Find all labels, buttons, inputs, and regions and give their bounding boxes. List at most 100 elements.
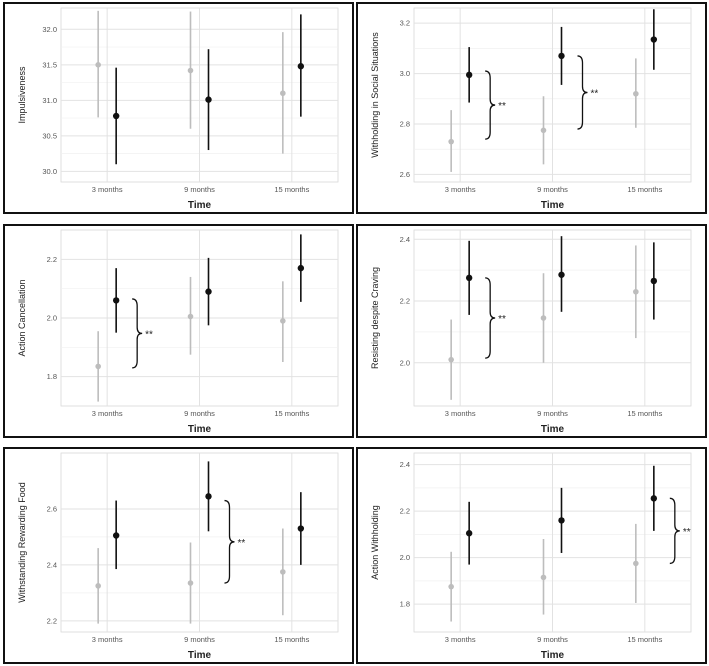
y-tick-label: 2.6 — [400, 170, 410, 179]
chart-svg: 1.8 2.0 2.2 2.4 3 months 9 months 15 months Tim… — [370, 452, 692, 661]
significance-label: ** — [145, 329, 153, 340]
significance-label: ** — [498, 314, 506, 325]
y-tick-label: 1.8 — [400, 600, 410, 609]
y-axis-title: Withholding in Social Situations — [370, 32, 380, 158]
data-point — [297, 525, 305, 532]
x-tick-label: 15 months — [274, 185, 309, 194]
y-axis-title: Action Withholding — [370, 505, 380, 580]
data-point — [558, 517, 565, 524]
x-tick-label: 9 months — [184, 635, 215, 644]
y-tick-label: 1.8 — [47, 372, 57, 381]
data-point — [112, 112, 120, 120]
data-point — [633, 560, 639, 567]
data-point — [205, 96, 212, 103]
x-tick-label: 9 months — [184, 185, 215, 194]
data-point — [187, 313, 194, 320]
significance-label: ** — [683, 527, 691, 538]
data-point — [633, 288, 639, 295]
data-point — [558, 52, 565, 60]
data-point — [297, 264, 305, 272]
x-axis-title: Time — [541, 650, 565, 661]
y-tick-label: 2.4 — [47, 560, 57, 569]
y-tick-label: 2.4 — [400, 460, 410, 469]
chart-panel-action-withholding: 1.8 2.0 2.2 2.4 3 months 9 months 15 months Tim… — [356, 447, 707, 664]
x-tick-label: 9 months — [537, 635, 568, 644]
chart-panel-withholding-social: 2.6 2.8 3.0 3.2 3 months 9 months 15 months Tim… — [356, 2, 707, 214]
significance-brace — [669, 497, 680, 565]
x-tick-label: 15 months — [274, 409, 309, 418]
data-point — [465, 274, 473, 282]
data-point — [540, 127, 547, 134]
data-point — [650, 277, 658, 285]
chart-svg: 30.0 30.5 31.0 31.5 32.0 3 months 9 months 15 m… — [17, 7, 339, 211]
x-tick-label: 3 months — [92, 185, 123, 194]
y-axis-title: Resisting despite Craving — [370, 267, 380, 369]
data-point — [280, 318, 286, 324]
y-tick-label: 2.6 — [47, 504, 57, 513]
data-point — [112, 297, 120, 304]
y-tick-label: 2.2 — [47, 616, 57, 625]
y-tick-label: 31.5 — [42, 60, 57, 69]
chart-svg: 1.8 2.0 2.2 3 months 9 months 15 months Time Ac… — [17, 229, 339, 435]
data-point — [448, 583, 454, 590]
x-tick-label: 15 months — [627, 635, 662, 644]
y-tick-label: 2.2 — [400, 297, 410, 306]
data-point — [633, 90, 639, 97]
data-point — [112, 532, 120, 539]
chart-panel-action-cancellation: 1.8 2.0 2.2 3 months 9 months 15 months Time Ac… — [3, 224, 354, 438]
data-point — [187, 580, 194, 586]
y-tick-label: 2.0 — [47, 314, 57, 323]
data-point — [95, 583, 101, 589]
y-tick-label: 2.0 — [400, 553, 410, 562]
x-tick-label: 15 months — [627, 409, 662, 418]
chart-svg: 2.0 2.2 2.4 3 months 9 months 15 months Time Re… — [370, 229, 692, 435]
data-point — [540, 315, 547, 321]
y-tick-label: 3.2 — [400, 19, 410, 28]
y-tick-label: 2.2 — [47, 255, 57, 264]
x-tick-label: 3 months — [445, 185, 476, 194]
chart-svg: 2.2 2.4 2.6 3 months 9 months 15 months Time Wi… — [17, 452, 339, 661]
chart-svg: 2.6 2.8 3.0 3.2 3 months 9 months 15 months Tim… — [370, 7, 692, 211]
y-tick-label: 2.2 — [400, 507, 410, 516]
y-tick-label: 3.0 — [400, 69, 410, 78]
data-point — [448, 138, 454, 145]
data-point — [280, 90, 286, 97]
y-tick-label: 2.4 — [400, 235, 410, 244]
y-tick-label: 32.0 — [42, 25, 57, 34]
data-point — [280, 569, 286, 575]
x-tick-label: 3 months — [445, 635, 476, 644]
x-tick-label: 3 months — [92, 409, 123, 418]
significance-label: ** — [238, 538, 246, 549]
x-axis-title: Time — [541, 200, 565, 211]
y-tick-label: 2.0 — [400, 358, 410, 367]
y-axis-title: Action Cancellation — [17, 279, 27, 356]
chart-panel-withstanding-food: 2.2 2.4 2.6 3 months 9 months 15 months Time Wi… — [3, 447, 354, 664]
data-point — [448, 356, 454, 363]
x-tick-label: 3 months — [445, 409, 476, 418]
data-point — [205, 288, 212, 295]
data-point — [465, 71, 473, 79]
y-axis-title: Withstanding Rewarding Food — [17, 482, 27, 603]
data-point — [95, 363, 101, 370]
y-tick-label: 31.0 — [42, 96, 57, 105]
data-point — [95, 62, 101, 68]
y-tick-label: 30.0 — [42, 167, 57, 176]
x-axis-title: Time — [541, 424, 565, 435]
data-point — [650, 36, 658, 43]
significance-label: ** — [591, 88, 599, 99]
x-tick-label: 3 months — [92, 635, 123, 644]
x-axis-title: Time — [188, 200, 212, 211]
x-axis-title: Time — [188, 650, 212, 661]
y-tick-label: 2.8 — [400, 120, 410, 129]
x-tick-label: 15 months — [274, 635, 309, 644]
significance-brace — [577, 55, 588, 130]
chart-panel-resisting-craving: 2.0 2.2 2.4 3 months 9 months 15 months Time Re… — [356, 224, 707, 438]
data-point — [187, 67, 194, 74]
data-point — [540, 574, 547, 581]
data-point — [205, 493, 212, 500]
chart-panel-impulsiveness: 30.0 30.5 31.0 31.5 32.0 3 months 9 months 15 m… — [3, 2, 354, 214]
data-point — [650, 495, 658, 502]
significance-brace — [224, 499, 235, 584]
data-point — [558, 271, 565, 278]
x-tick-label: 9 months — [184, 409, 215, 418]
